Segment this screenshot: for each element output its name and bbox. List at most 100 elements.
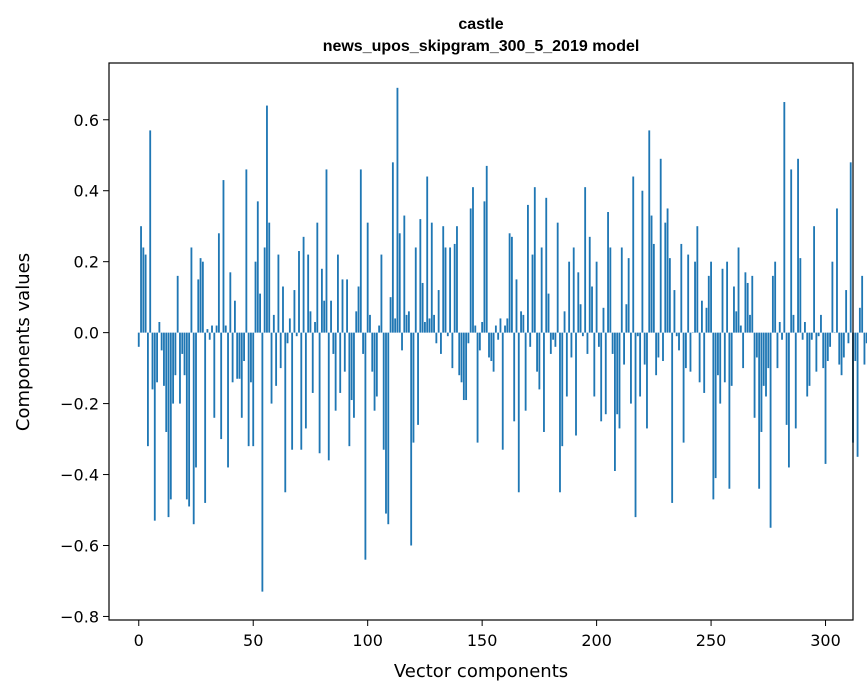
bar <box>774 261 777 333</box>
bar <box>797 158 799 333</box>
bar <box>604 332 607 415</box>
bar <box>140 226 142 333</box>
bar <box>407 311 410 333</box>
bar <box>810 332 813 340</box>
bar <box>694 261 696 333</box>
bar <box>675 332 678 337</box>
bar <box>815 332 818 372</box>
bar <box>771 275 774 333</box>
bar <box>783 102 786 333</box>
bar <box>632 176 635 333</box>
bar <box>545 197 548 333</box>
bar <box>261 332 264 592</box>
bar <box>543 332 545 432</box>
bar <box>717 332 719 376</box>
bar <box>668 258 671 333</box>
bar <box>854 332 857 362</box>
bar <box>316 222 319 333</box>
bar <box>600 332 603 422</box>
bar <box>211 325 213 333</box>
bar <box>442 226 445 333</box>
bar <box>701 300 703 333</box>
bar <box>449 247 452 333</box>
bar <box>456 226 458 333</box>
bar <box>547 293 550 333</box>
bar <box>259 293 261 333</box>
bar <box>824 332 827 464</box>
bar <box>433 314 435 333</box>
bar <box>435 332 438 344</box>
bar <box>513 332 516 422</box>
bar <box>710 261 712 333</box>
bar <box>538 332 541 390</box>
bar <box>302 236 305 333</box>
bar <box>616 332 619 415</box>
bar <box>357 286 360 333</box>
bar <box>614 332 616 471</box>
bar <box>240 332 243 418</box>
bar <box>474 325 477 333</box>
x-tick-label: 300 <box>810 631 841 650</box>
bar <box>195 332 197 468</box>
bar <box>618 332 621 429</box>
bar <box>721 268 724 333</box>
y-tick-label: 0.2 <box>74 253 99 272</box>
bar <box>561 332 564 447</box>
bar <box>728 332 731 489</box>
bar <box>458 332 461 376</box>
bar <box>666 208 669 333</box>
bar <box>673 290 676 333</box>
bar <box>522 314 525 333</box>
bar <box>426 176 429 333</box>
bar <box>609 247 612 333</box>
bar <box>703 332 706 393</box>
bar <box>380 254 383 333</box>
bar <box>270 332 273 404</box>
bar <box>268 222 271 333</box>
bar <box>849 162 852 333</box>
bar <box>284 332 287 493</box>
bar <box>630 332 632 404</box>
chart-subtitle: news_upos_skipgram_300_5_2019 model <box>323 38 640 55</box>
bar <box>749 314 751 333</box>
bar <box>636 332 639 337</box>
bar <box>643 332 646 365</box>
bar <box>405 314 408 333</box>
bar <box>552 332 555 340</box>
x-tick-label: 250 <box>696 631 727 650</box>
bar <box>520 311 522 333</box>
bar <box>417 332 419 425</box>
bar <box>794 332 797 429</box>
bar <box>799 258 802 333</box>
bar <box>227 332 229 468</box>
bar <box>831 261 834 333</box>
bar <box>646 332 648 429</box>
bar <box>760 332 763 432</box>
bar <box>325 169 328 333</box>
x-tick-label: 200 <box>581 631 612 650</box>
bar <box>765 332 767 397</box>
bar <box>570 332 573 358</box>
bar <box>540 247 543 333</box>
bar <box>492 332 495 372</box>
bar <box>236 332 239 379</box>
bar <box>327 332 330 461</box>
bar <box>359 169 362 333</box>
bar <box>378 325 381 333</box>
bar <box>751 275 754 333</box>
x-tick-label: 150 <box>467 631 498 650</box>
bar <box>394 318 397 333</box>
bar <box>156 332 158 383</box>
bar <box>602 307 605 333</box>
bar <box>197 279 200 333</box>
bar <box>790 169 793 333</box>
y-tick-label: −0.6 <box>60 536 99 555</box>
bar <box>838 332 841 365</box>
bar <box>554 332 557 347</box>
bar <box>309 311 312 333</box>
bar <box>174 332 177 376</box>
bar <box>662 332 664 362</box>
bar <box>785 332 788 425</box>
plot-frame <box>108 62 854 621</box>
